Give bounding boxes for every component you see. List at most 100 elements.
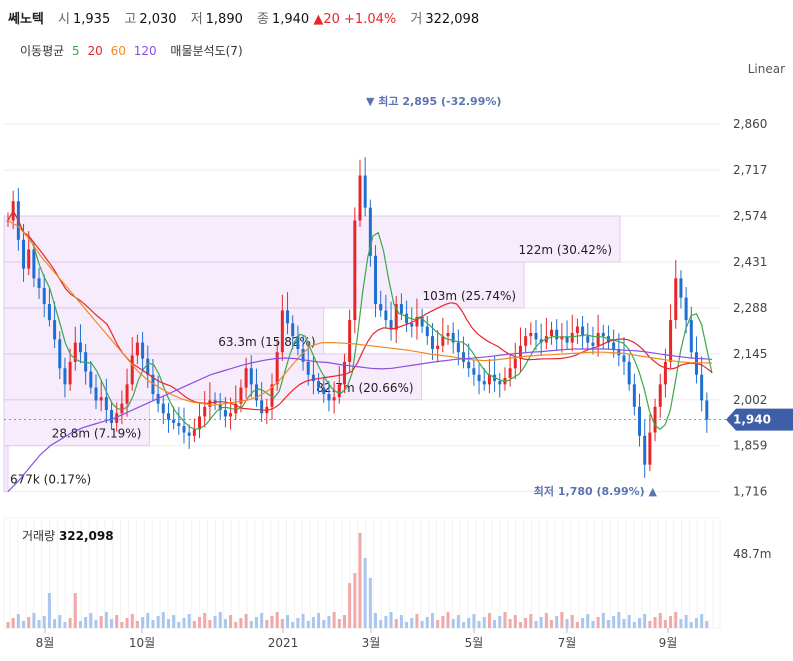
candle-body (187, 432, 191, 436)
volume-bar (182, 618, 186, 628)
volume-bar (451, 619, 455, 628)
candle-body (234, 403, 238, 414)
candle-body (115, 413, 119, 423)
x-tick-label: 7월 (558, 636, 577, 650)
candle-body (420, 316, 424, 327)
volume-bar (151, 620, 155, 628)
volume-bar (674, 612, 678, 628)
ma-legend[interactable]: 이동평균 5 20 60 120 매물분석도(7) (20, 42, 243, 59)
candle-body (327, 393, 331, 401)
candle-body (586, 336, 590, 343)
volume-bar (663, 620, 667, 628)
candle-body (648, 432, 652, 465)
volume-bar (606, 620, 610, 628)
volume-bar (68, 618, 72, 628)
volume-profile-bar (3, 215, 621, 263)
volume-bar (627, 615, 631, 628)
volume-bar (249, 621, 253, 628)
candle-body (296, 336, 300, 350)
volume-bar (218, 612, 222, 628)
candle-body (68, 361, 72, 385)
candle-body (198, 416, 202, 430)
volume-bar (358, 533, 362, 628)
candle-body (254, 384, 258, 401)
volume-bar (156, 616, 160, 628)
volume-bar (374, 613, 378, 628)
volume-bar (146, 613, 150, 628)
volume-bar (317, 613, 321, 628)
ma-60-label[interactable]: 60 (110, 44, 126, 58)
volume-bar (503, 612, 507, 628)
volume-bar (22, 621, 26, 628)
volume-bar (617, 612, 621, 628)
volume-bar (192, 621, 196, 628)
volume-bar (161, 612, 165, 628)
volume-bar (286, 615, 290, 628)
y-tick-label: 1,859 (733, 439, 767, 453)
y-tick-label: 2,860 (733, 117, 767, 131)
volume-profile-toggle[interactable]: 매물분석도(7) (170, 44, 243, 58)
candle-body (218, 403, 222, 411)
ma-60-line (7, 219, 713, 406)
candle-body (223, 410, 227, 417)
volume-panel (3, 517, 721, 629)
volume-bar (348, 583, 352, 628)
candle-body (674, 278, 678, 321)
candle-body (472, 368, 476, 375)
volume-profile-bar (3, 445, 9, 493)
volume-bar (322, 620, 326, 628)
candle-body (32, 249, 36, 279)
volume-bar (244, 614, 248, 628)
volume-bar (441, 616, 445, 628)
y-tick-label: 2,002 (733, 393, 767, 407)
volume-bar (78, 621, 82, 628)
scale-mode-toggle[interactable]: Linear (747, 62, 785, 76)
candle-body (679, 278, 683, 298)
x-tick-label: 5월 (465, 636, 484, 650)
volume-bar (399, 615, 403, 628)
volume-profile-label: 122m (30.42%) (518, 243, 612, 257)
candle-body (208, 400, 212, 407)
current-price-label: 1,940 (733, 413, 771, 427)
candle-body (518, 345, 522, 359)
volume-bar (84, 617, 88, 628)
volume-bar (198, 617, 202, 628)
ma-5-label[interactable]: 5 (72, 44, 80, 58)
candle-body (539, 339, 543, 343)
candle-body (342, 361, 346, 385)
candle-body (555, 329, 559, 340)
candle-body (177, 422, 181, 427)
volume-bar (394, 619, 398, 628)
header: 쎄노텍 시 1,935 고 2,030 저 1,890 종 1,940 ▲20 +1.0… (8, 8, 479, 27)
high-annotation: ▼ 최고 2,895 (-32.99%) (366, 94, 501, 108)
volume-bar (260, 613, 264, 628)
volume-bar (529, 614, 533, 628)
candle-body (291, 323, 295, 337)
ma-20-label[interactable]: 20 (87, 44, 103, 58)
volume-bar (301, 614, 305, 628)
volume-bar (265, 620, 269, 628)
volume-panel-title: 거래량 (22, 529, 56, 543)
volume-bar (63, 622, 67, 628)
candle-body (358, 175, 362, 221)
candle-body (374, 255, 378, 305)
volume-bar (534, 621, 538, 628)
candle-body (591, 342, 595, 346)
volume-bar (234, 622, 238, 628)
candle-body (394, 304, 398, 330)
volume-tick-label: 48.7m (733, 547, 771, 561)
ma-120-label[interactable]: 120 (133, 44, 157, 58)
candle-body (410, 323, 414, 327)
volume-bar (130, 614, 134, 628)
candle-body (658, 384, 662, 407)
volume-bar (482, 617, 486, 628)
volume-bar (430, 613, 434, 628)
volume-bar (425, 617, 429, 628)
volume-bar (539, 617, 543, 628)
candle-body (705, 400, 709, 420)
candle-body (249, 368, 253, 385)
candle-body (446, 332, 450, 337)
volume-profile-bar (3, 353, 423, 401)
x-tick-label: 3월 (362, 636, 381, 650)
